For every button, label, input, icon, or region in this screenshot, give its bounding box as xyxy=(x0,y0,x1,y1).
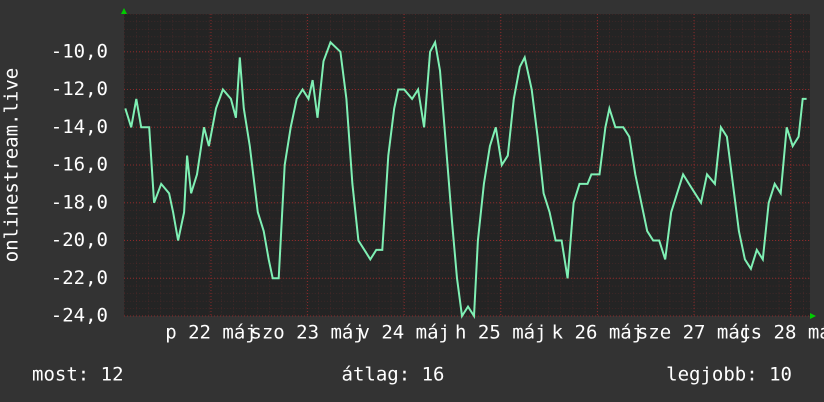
x-tick-label: p 22 máj xyxy=(165,322,257,344)
y-tick-label: -24,0 xyxy=(51,305,108,327)
stat-current: most: 12 xyxy=(32,364,124,386)
y-axis-label: onlinestream.live xyxy=(1,68,23,262)
data-line xyxy=(124,39,807,320)
y-axis-arrow xyxy=(121,8,127,14)
stat-best: legjobb: 10 xyxy=(666,364,792,386)
y-tick-label: -22,0 xyxy=(51,267,108,289)
x-tick-label: h 25 máj xyxy=(455,322,547,344)
x-tick-label: sze 27 máj xyxy=(637,322,751,344)
y-tick-label: -18,0 xyxy=(51,191,108,213)
y-tick-label: -14,0 xyxy=(51,116,108,138)
stat-average: átlag: 16 xyxy=(342,364,445,386)
x-tick-label: v 24 máj xyxy=(358,322,450,344)
x-tick-label: k 26 máj xyxy=(552,322,644,344)
x-axis-arrow xyxy=(810,313,816,319)
x-tick-label: cs 28 máj xyxy=(739,322,824,344)
y-tick-label: -20,0 xyxy=(51,229,108,251)
y-tick-label: -12,0 xyxy=(51,78,108,100)
y-tick-label: -10,0 xyxy=(51,40,108,62)
y-tick-label: -16,0 xyxy=(51,154,108,176)
x-tick-label: szo 23 máj xyxy=(250,322,364,344)
